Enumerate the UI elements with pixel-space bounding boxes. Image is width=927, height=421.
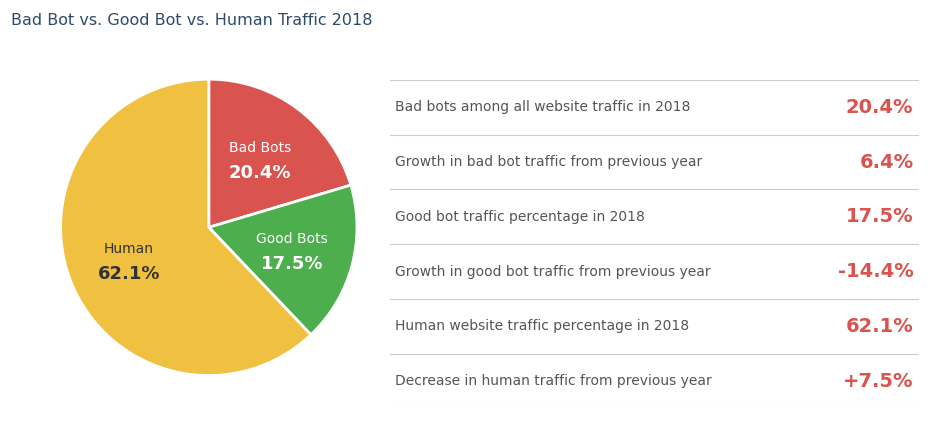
- Wedge shape: [209, 79, 350, 227]
- Text: 20.4%: 20.4%: [845, 98, 912, 117]
- Text: Bad Bot vs. Good Bot vs. Human Traffic 2018: Bad Bot vs. Good Bot vs. Human Traffic 2…: [11, 13, 373, 28]
- Text: Bad bots among all website traffic in 2018: Bad bots among all website traffic in 20…: [395, 100, 690, 115]
- Text: 62.1%: 62.1%: [844, 317, 912, 336]
- Text: Decrease in human traffic from previous year: Decrease in human traffic from previous …: [395, 374, 711, 388]
- Text: 17.5%: 17.5%: [844, 207, 912, 226]
- Text: Good Bots: Good Bots: [256, 232, 327, 246]
- Text: Good bot traffic percentage in 2018: Good bot traffic percentage in 2018: [395, 210, 644, 224]
- Wedge shape: [60, 79, 311, 376]
- Text: Growth in good bot traffic from previous year: Growth in good bot traffic from previous…: [395, 264, 710, 279]
- Text: -14.4%: -14.4%: [837, 262, 912, 281]
- Text: 17.5%: 17.5%: [260, 255, 323, 273]
- Text: Human: Human: [104, 242, 154, 256]
- Text: 62.1%: 62.1%: [97, 265, 160, 283]
- Text: 20.4%: 20.4%: [229, 164, 291, 182]
- Text: +7.5%: +7.5%: [842, 371, 912, 391]
- Text: Growth in bad bot traffic from previous year: Growth in bad bot traffic from previous …: [395, 155, 702, 169]
- Text: 6.4%: 6.4%: [858, 152, 912, 172]
- Text: Bad Bots: Bad Bots: [229, 141, 291, 155]
- Wedge shape: [209, 185, 357, 335]
- Text: Human website traffic percentage in 2018: Human website traffic percentage in 2018: [395, 319, 689, 333]
